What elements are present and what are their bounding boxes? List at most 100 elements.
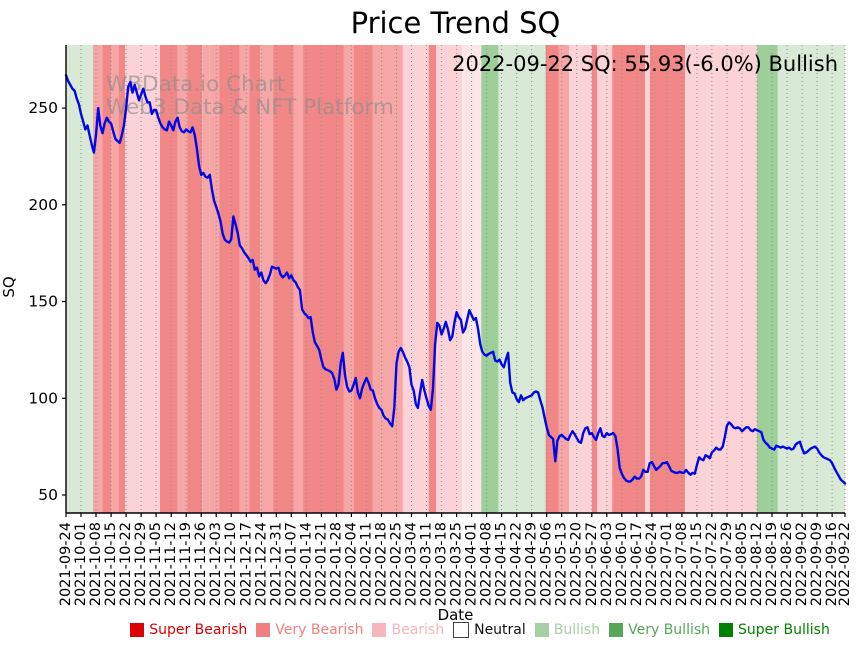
legend-swatch	[719, 623, 734, 637]
legend: Super Bearish Very Bearish Bearish Neutral B…	[110, 622, 850, 638]
x-tick-label: 2022-04-15	[494, 522, 510, 606]
x-tick-label: 2022-06-10	[614, 522, 630, 606]
x-tick-label: 2021-09-24	[58, 522, 74, 606]
sentiment-band	[685, 45, 757, 513]
x-tick-label: 2021-11-12	[163, 522, 179, 606]
x-tick-label: 2022-04-29	[524, 522, 540, 606]
sentiment-band	[260, 45, 274, 513]
legend-swatch	[609, 623, 624, 637]
legend-item-very-bullish: Very Bullish	[609, 622, 710, 638]
x-tick-label: 2022-09-16	[824, 522, 840, 606]
sentiment-band	[66, 45, 93, 513]
x-tick-label: 2022-04-01	[464, 522, 480, 606]
legend-swatch	[453, 622, 470, 638]
legend-label: Super Bullish	[738, 622, 830, 638]
legend-item-bearish: Bearish	[372, 622, 444, 638]
x-tick-label: 2021-11-05	[148, 522, 164, 606]
x-tick-label: 2022-08-05	[734, 522, 750, 606]
x-tick-label: 2021-12-24	[253, 522, 269, 606]
x-tick-label: 2022-07-22	[704, 522, 720, 606]
legend-label: Very Bullish	[628, 622, 711, 638]
y-axis-label: SQ	[0, 276, 18, 298]
sentiment-band	[498, 45, 546, 513]
x-tick-label: 2022-01-28	[328, 522, 344, 606]
sentiment-band	[293, 45, 304, 513]
sentiment-band	[757, 45, 778, 513]
legend-item-super-bullish: Super Bullish	[719, 622, 830, 638]
sentiment-band	[239, 45, 250, 513]
x-tick-label: 2021-10-08	[88, 522, 104, 606]
y-tick-label: 200	[28, 196, 58, 214]
x-tick-label: 2022-08-26	[779, 522, 795, 606]
x-tick-label: 2022-07-15	[689, 522, 705, 606]
legend-label: Bearish	[391, 622, 445, 638]
legend-label: Very Bearish	[275, 622, 364, 638]
x-tick-label: 2022-07-29	[719, 522, 735, 606]
x-tick-label: 2021-10-01	[73, 522, 89, 606]
sentiment-band	[402, 45, 429, 513]
y-tick-label: 150	[28, 293, 58, 311]
legend-swatch	[256, 623, 271, 637]
x-tick-label: 2022-09-09	[809, 522, 825, 606]
legend-swatch	[130, 623, 145, 637]
sentiment-band	[125, 45, 160, 513]
x-tick-label: 2021-10-22	[118, 522, 134, 606]
sentiment-band	[249, 45, 261, 513]
legend-item-neutral: Neutral	[453, 622, 526, 638]
x-tick-label: 2022-02-25	[389, 522, 405, 606]
sentiment-band	[202, 45, 210, 513]
x-tick-label: 2022-02-11	[358, 522, 374, 606]
sentiment-band	[461, 45, 482, 513]
x-tick-label: 2021-12-03	[208, 522, 224, 606]
price-line	[64, 73, 847, 485]
legend-label: Bullish	[553, 622, 601, 638]
sentiment-band	[649, 45, 686, 513]
x-tick-label: 2022-03-18	[434, 522, 450, 606]
x-tick-label: 2022-04-22	[509, 522, 525, 606]
sentiment-band	[569, 45, 592, 513]
sentiment-band	[591, 45, 598, 513]
x-tick-label: 2022-08-12	[749, 522, 765, 606]
x-tick-label: 2022-03-25	[449, 522, 465, 606]
x-tick-label: 2022-01-14	[298, 522, 314, 606]
x-tick-label: 2021-10-29	[133, 522, 149, 606]
sentiment-band	[545, 45, 559, 513]
x-tick-label: 2022-05-20	[569, 522, 585, 606]
x-tick-label: 2022-03-04	[404, 522, 420, 606]
x-tick-label: 2021-11-26	[193, 522, 209, 606]
x-tick-label: 2021-12-31	[268, 522, 284, 606]
x-tick-label: 2022-04-08	[479, 522, 495, 606]
x-tick-label: 2022-05-06	[539, 522, 555, 606]
sentiment-band	[177, 45, 188, 513]
x-tick-label: 2022-06-03	[599, 522, 615, 606]
sentiment-band	[372, 45, 403, 513]
sentiment-band	[436, 45, 462, 513]
x-tick-label: 2022-01-21	[313, 522, 329, 606]
sentiment-band	[160, 45, 178, 513]
x-tick-label: 2022-06-17	[629, 522, 645, 606]
annotation-latest: 2022-09-22 SQ: 55.93(-6.0%) Bullish	[452, 52, 838, 76]
sentiment-band	[777, 45, 845, 513]
x-tick-label: 2022-07-01	[659, 522, 675, 606]
x-axis-label: Date	[437, 606, 474, 624]
x-tick-label: 2022-02-04	[343, 522, 359, 606]
chart-title: Price Trend SQ	[350, 6, 561, 40]
x-tick-label: 2022-05-13	[554, 522, 570, 606]
y-tick-label: 50	[38, 486, 58, 504]
sentiment-band	[343, 45, 354, 513]
x-tick-label: 2021-12-10	[223, 522, 239, 606]
x-tick-label: 2021-10-15	[103, 522, 119, 606]
x-tick-label: 2021-11-19	[178, 522, 194, 606]
x-tick-label: 2022-05-27	[584, 522, 600, 606]
x-tick-label: 2022-06-24	[644, 522, 660, 606]
sentiment-band	[481, 45, 499, 513]
legend-swatch	[372, 623, 387, 637]
legend-label: Neutral	[474, 622, 526, 638]
sentiment-band	[645, 45, 650, 513]
legend-label: Super Bearish	[149, 622, 248, 638]
sentiment-band	[612, 45, 645, 513]
legend-swatch	[534, 623, 549, 637]
x-tick-label: 2022-09-22	[837, 522, 853, 606]
